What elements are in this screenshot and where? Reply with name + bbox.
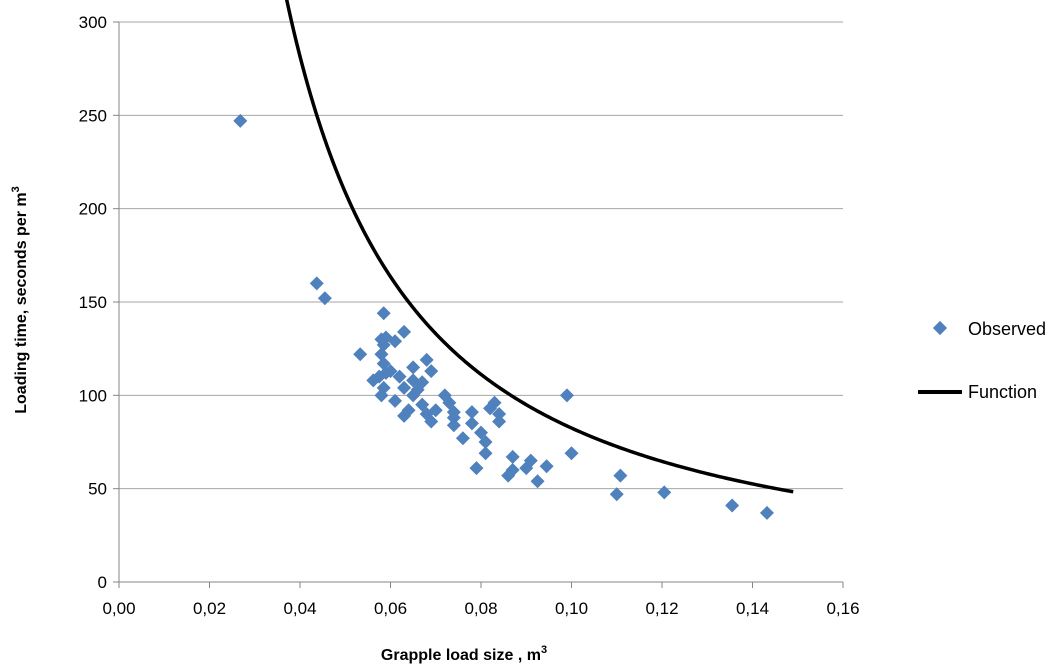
observed-point: [397, 380, 412, 395]
observed-point: [492, 407, 507, 421]
x-tick-label: 0,16: [826, 599, 859, 618]
observed-point: [397, 408, 412, 423]
observed-point: [353, 347, 368, 362]
observed-point: [383, 364, 398, 379]
observed-point: [464, 416, 479, 431]
x-tick-label: 0,12: [645, 599, 678, 618]
observed-point: [374, 388, 389, 403]
y-tick-label: 0: [98, 573, 107, 592]
observed-point: [492, 414, 507, 429]
function-curve-layer: [284, 0, 794, 494]
x-axis-title: Grapple load size , m3: [381, 644, 547, 664]
observed-point: [725, 498, 740, 513]
y-tick-label: 250: [79, 106, 107, 125]
observed-point: [469, 461, 484, 476]
tick-labels: 0 50 100 150 200 250 300 0,00 0,02 0,04 0,06 0,08 0,…: [79, 13, 860, 618]
observed-point: [406, 360, 421, 375]
observed-point: [455, 431, 470, 446]
observed-point: [505, 449, 520, 464]
y-tick-label: 100: [79, 386, 107, 405]
observed-point: [487, 395, 502, 410]
observed-points-layer: [233, 113, 774, 520]
observed-point: [424, 364, 439, 379]
observed-point: [539, 459, 554, 474]
observed-point: [376, 306, 391, 321]
x-tick-label: 0,08: [464, 599, 497, 618]
y-tick-label: 50: [88, 480, 107, 499]
y-axis-title: Loading time, seconds per m3: [10, 186, 30, 414]
y-tick-label: 300: [79, 13, 107, 32]
legend: Observed Function: [918, 319, 1046, 402]
x-tick-label: 0,04: [283, 599, 316, 618]
observed-point: [376, 356, 391, 371]
observed-point: [505, 463, 520, 477]
observed-point: [501, 468, 516, 483]
observed-point: [559, 388, 574, 403]
observed-point: [609, 487, 624, 502]
observed-point: [392, 369, 407, 384]
observed-point: [415, 375, 430, 390]
observed-point: [613, 468, 628, 483]
y-tick-label: 200: [79, 200, 107, 219]
observed-point: [428, 403, 443, 418]
x-tick-label: 0,10: [555, 599, 588, 618]
x-tick-label: 0,14: [736, 599, 769, 618]
observed-point: [446, 418, 461, 433]
observed-point: [478, 446, 493, 461]
x-tick-label: 0,06: [374, 599, 407, 618]
observed-point: [388, 334, 403, 349]
grid-lines: [119, 21, 843, 490]
x-tick-label: 0,00: [102, 599, 135, 618]
observed-point: [406, 388, 421, 403]
observed-point: [564, 446, 579, 461]
y-tick-label: 150: [79, 293, 107, 312]
observed-point: [374, 347, 389, 362]
observed-point: [424, 414, 439, 429]
observed-point: [464, 405, 479, 420]
observed-point: [446, 410, 461, 425]
observed-point: [233, 113, 248, 128]
legend-observed-label: Observed: [968, 319, 1046, 339]
observed-point: [397, 324, 412, 339]
observed-point: [523, 453, 538, 468]
observed-point: [317, 291, 332, 306]
x-tick-label: 0,02: [193, 599, 226, 618]
observed-point: [657, 485, 672, 500]
legend-function-label: Function: [968, 382, 1037, 402]
observed-point: [309, 276, 324, 291]
observed-point: [419, 352, 434, 367]
observed-point: [759, 505, 774, 520]
axes: [113, 21, 844, 588]
legend-observed-marker: [932, 320, 948, 336]
observed-point: [388, 393, 403, 408]
observed-point: [530, 474, 545, 489]
function-curve: [284, 0, 794, 494]
observed-point: [478, 435, 493, 449]
